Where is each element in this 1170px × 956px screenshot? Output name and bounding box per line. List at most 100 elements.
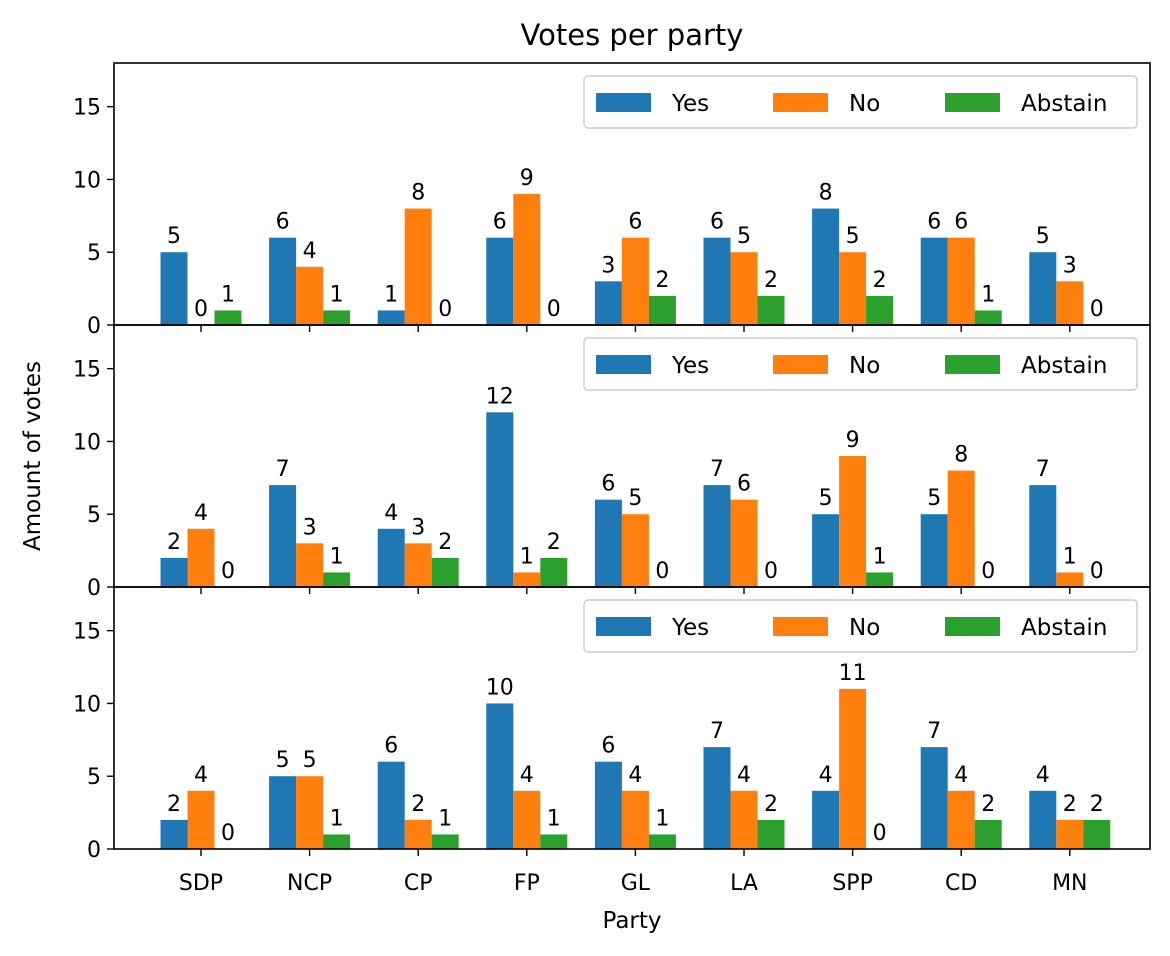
data-label-yes-gl: 3 [601,253,615,278]
data-label-abstain-mn: 0 [1090,297,1104,322]
bar-abstain-fp [540,557,568,587]
y-tick-label: 5 [87,765,101,790]
legend-swatch-no [773,93,828,112]
data-label-no-spp: 5 [846,224,860,249]
legend: Yes No Abstain [583,75,1138,129]
bar-yes-fp [486,703,514,849]
bar-yes-cd [920,747,948,849]
bar-yes-cd [920,514,948,587]
x-tick-label-gl: GL [621,871,651,896]
bar-yes-ncp [269,776,297,849]
data-label-no-fp: 4 [520,763,534,788]
legend: Yes No Abstain [583,599,1138,653]
data-label-abstain-cd: 2 [981,792,995,817]
data-label-no-mn: 3 [1063,253,1077,278]
data-label-abstain-gl: 2 [655,268,669,293]
bar-abstain-ncp [323,834,351,849]
y-tick-label: 15 [73,358,101,383]
bar-yes-ncp [269,485,297,587]
data-label-no-ncp: 5 [303,748,317,773]
bar-yes-sdp [160,819,188,849]
data-label-yes-la: 7 [710,719,724,744]
legend-swatch-abstain [945,93,1000,112]
data-label-yes-cp: 4 [384,501,398,526]
legend-swatch-yes [596,355,651,374]
bar-no-la [730,790,758,849]
data-label-abstain-ncp: 1 [330,544,344,569]
bar-no-sdp [187,528,215,587]
bar-yes-spp [812,514,840,587]
data-label-yes-spp: 5 [819,486,833,511]
data-label-no-la: 5 [737,224,751,249]
data-label-yes-cp: 6 [384,734,398,759]
data-label-no-cp: 3 [411,515,425,540]
data-label-abstain-cp: 2 [438,530,452,555]
x-axis-label: Party [602,908,661,934]
data-label-abstain-fp: 2 [547,530,561,555]
bar-yes-cd [920,237,948,325]
data-label-no-mn: 2 [1063,792,1077,817]
data-label-no-cp: 8 [411,181,425,206]
data-label-no-sdp: 4 [194,763,208,788]
data-label-yes-mn: 7 [1036,457,1050,482]
data-label-abstain-gl: 0 [655,559,669,584]
bar-abstain-spp [866,572,894,587]
data-label-no-cd: 6 [954,210,968,235]
bar-no-cd [947,470,975,587]
data-label-no-fp: 9 [520,166,534,191]
legend-label-no: No [849,91,880,117]
bar-yes-spp [812,208,840,325]
data-label-no-la: 6 [737,472,751,497]
legend-swatch-no [773,355,828,374]
bar-yes-ncp [269,237,297,325]
legend-box [583,75,1138,129]
bar-no-cp [404,819,432,849]
data-label-no-ncp: 4 [303,239,317,264]
y-tick-label: 10 [73,430,101,455]
bar-yes-mn [1029,252,1057,325]
legend-swatch-abstain [945,617,1000,636]
y-tick-label: 10 [73,168,101,193]
data-label-yes-sdp: 2 [167,792,181,817]
data-label-no-cp: 2 [411,792,425,817]
bar-no-cp [404,543,432,587]
legend-label-yes: Yes [671,91,709,117]
legend-box [583,599,1138,653]
bar-abstain-spp [866,295,894,325]
data-label-abstain-la: 0 [764,559,778,584]
bar-yes-mn [1029,485,1057,587]
data-label-no-spp: 11 [839,661,867,686]
data-label-yes-sdp: 5 [167,224,181,249]
y-tick-label: 15 [73,620,101,645]
bar-no-gl [621,514,649,587]
data-label-abstain-mn: 2 [1090,792,1104,817]
bar-abstain-gl [648,295,676,325]
data-label-abstain-sdp: 0 [221,821,235,846]
bar-no-fp [513,572,541,587]
bar-no-cp [404,208,432,325]
legend-swatch-no [773,617,828,636]
legend-swatch-yes [596,93,651,112]
y-tick-label: 5 [87,503,101,528]
bar-yes-spp [812,790,840,849]
legend: Yes No Abstain [583,337,1138,391]
x-tick-label-fp: FP [514,871,540,896]
data-label-abstain-cd: 0 [981,559,995,584]
bar-yes-sdp [160,252,188,325]
data-label-yes-cd: 7 [927,719,941,744]
bar-yes-gl [594,281,622,325]
data-label-yes-ncp: 7 [276,457,290,482]
data-label-yes-mn: 4 [1036,763,1050,788]
y-axis-label: Amount of votes [20,361,46,551]
chart-title: Votes per party [521,18,744,52]
bar-no-ncp [296,776,324,849]
bar-no-cd [947,790,975,849]
bar-no-la [730,499,758,587]
bar-no-spp [839,456,867,587]
x-tick-label-spp: SPP [832,871,873,896]
data-label-abstain-la: 2 [764,792,778,817]
data-label-abstain-ncp: 1 [330,282,344,307]
